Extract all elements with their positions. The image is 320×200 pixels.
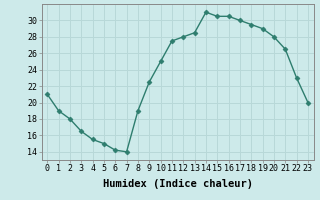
- X-axis label: Humidex (Indice chaleur): Humidex (Indice chaleur): [103, 179, 252, 189]
